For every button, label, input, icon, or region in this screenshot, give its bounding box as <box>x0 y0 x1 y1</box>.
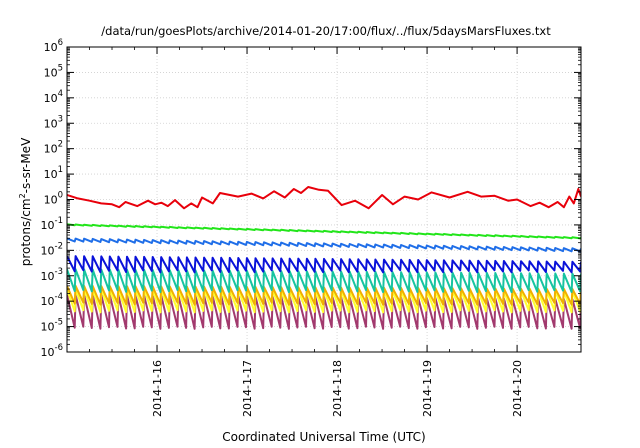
x-axis-ticks: 2014-1-16 2014-1-17 2014-1-18 2014-1-19 2014… <box>89 47 524 417</box>
y-tick-label: 10-6 <box>41 343 63 359</box>
x-tick-label: 2014-1-17 <box>241 360 254 417</box>
x-tick-label: 2014-1-19 <box>421 360 434 417</box>
y-tick-label: 10-2 <box>41 241 63 257</box>
x-axis-label: Coordinated Universal Time (UTC) <box>222 430 425 444</box>
chart-title: /data/run/goesPlots/archive/2014-01-20/1… <box>101 24 551 38</box>
y-axis-label: protons/cm2-s-sr-MeV <box>18 137 33 266</box>
x-tick-label: 2014-1-16 <box>151 360 164 417</box>
x-tick-label: 2014-1-18 <box>331 360 344 417</box>
y-tick-label: 104 <box>44 89 63 105</box>
series-line <box>67 223 581 240</box>
y-tick-label: 10-1 <box>41 216 63 232</box>
y-tick-label: 101 <box>44 165 63 181</box>
y-tick-label: 103 <box>44 114 63 130</box>
y-tick-label: 10-4 <box>41 292 63 308</box>
series-line <box>67 268 581 294</box>
y-axis-ticks: 10-6 10-5 10-4 10-3 10-2 10-1 100 101 102 103 104 1… <box>41 38 581 359</box>
y-tick-label: 100 <box>44 191 63 207</box>
x-tick-label: 2014-1-20 <box>511 360 524 417</box>
y-tick-label: 10-5 <box>41 318 63 334</box>
y-tick-label: 10-3 <box>41 267 63 283</box>
series-line <box>67 186 581 210</box>
series-layer <box>67 186 581 330</box>
y-tick-label: 106 <box>44 38 63 54</box>
series-line <box>67 255 581 274</box>
y-tick-label: 105 <box>44 63 63 79</box>
y-tick-label: 102 <box>44 140 63 156</box>
series-line <box>67 237 581 253</box>
